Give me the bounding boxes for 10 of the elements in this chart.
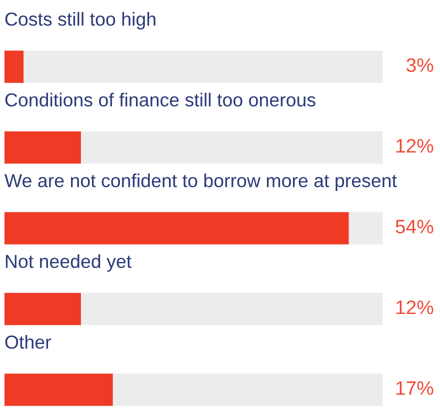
data-label: 17% [396,381,434,395]
y-tick-label: Not needed yet [6,254,132,272]
data-label: 12% [396,138,434,153]
data-label: 12% [396,300,434,314]
data-label: 54% [396,220,434,234]
data-label: 3% [406,58,434,72]
y-tick-label: We are not confident to borrow more at present [4,174,397,191]
y-tick-label: Other [5,335,51,349]
y-tick-label: Costs still too high [5,12,156,30]
y-tick-label: Conditions of finance still too onerous [5,92,316,107]
